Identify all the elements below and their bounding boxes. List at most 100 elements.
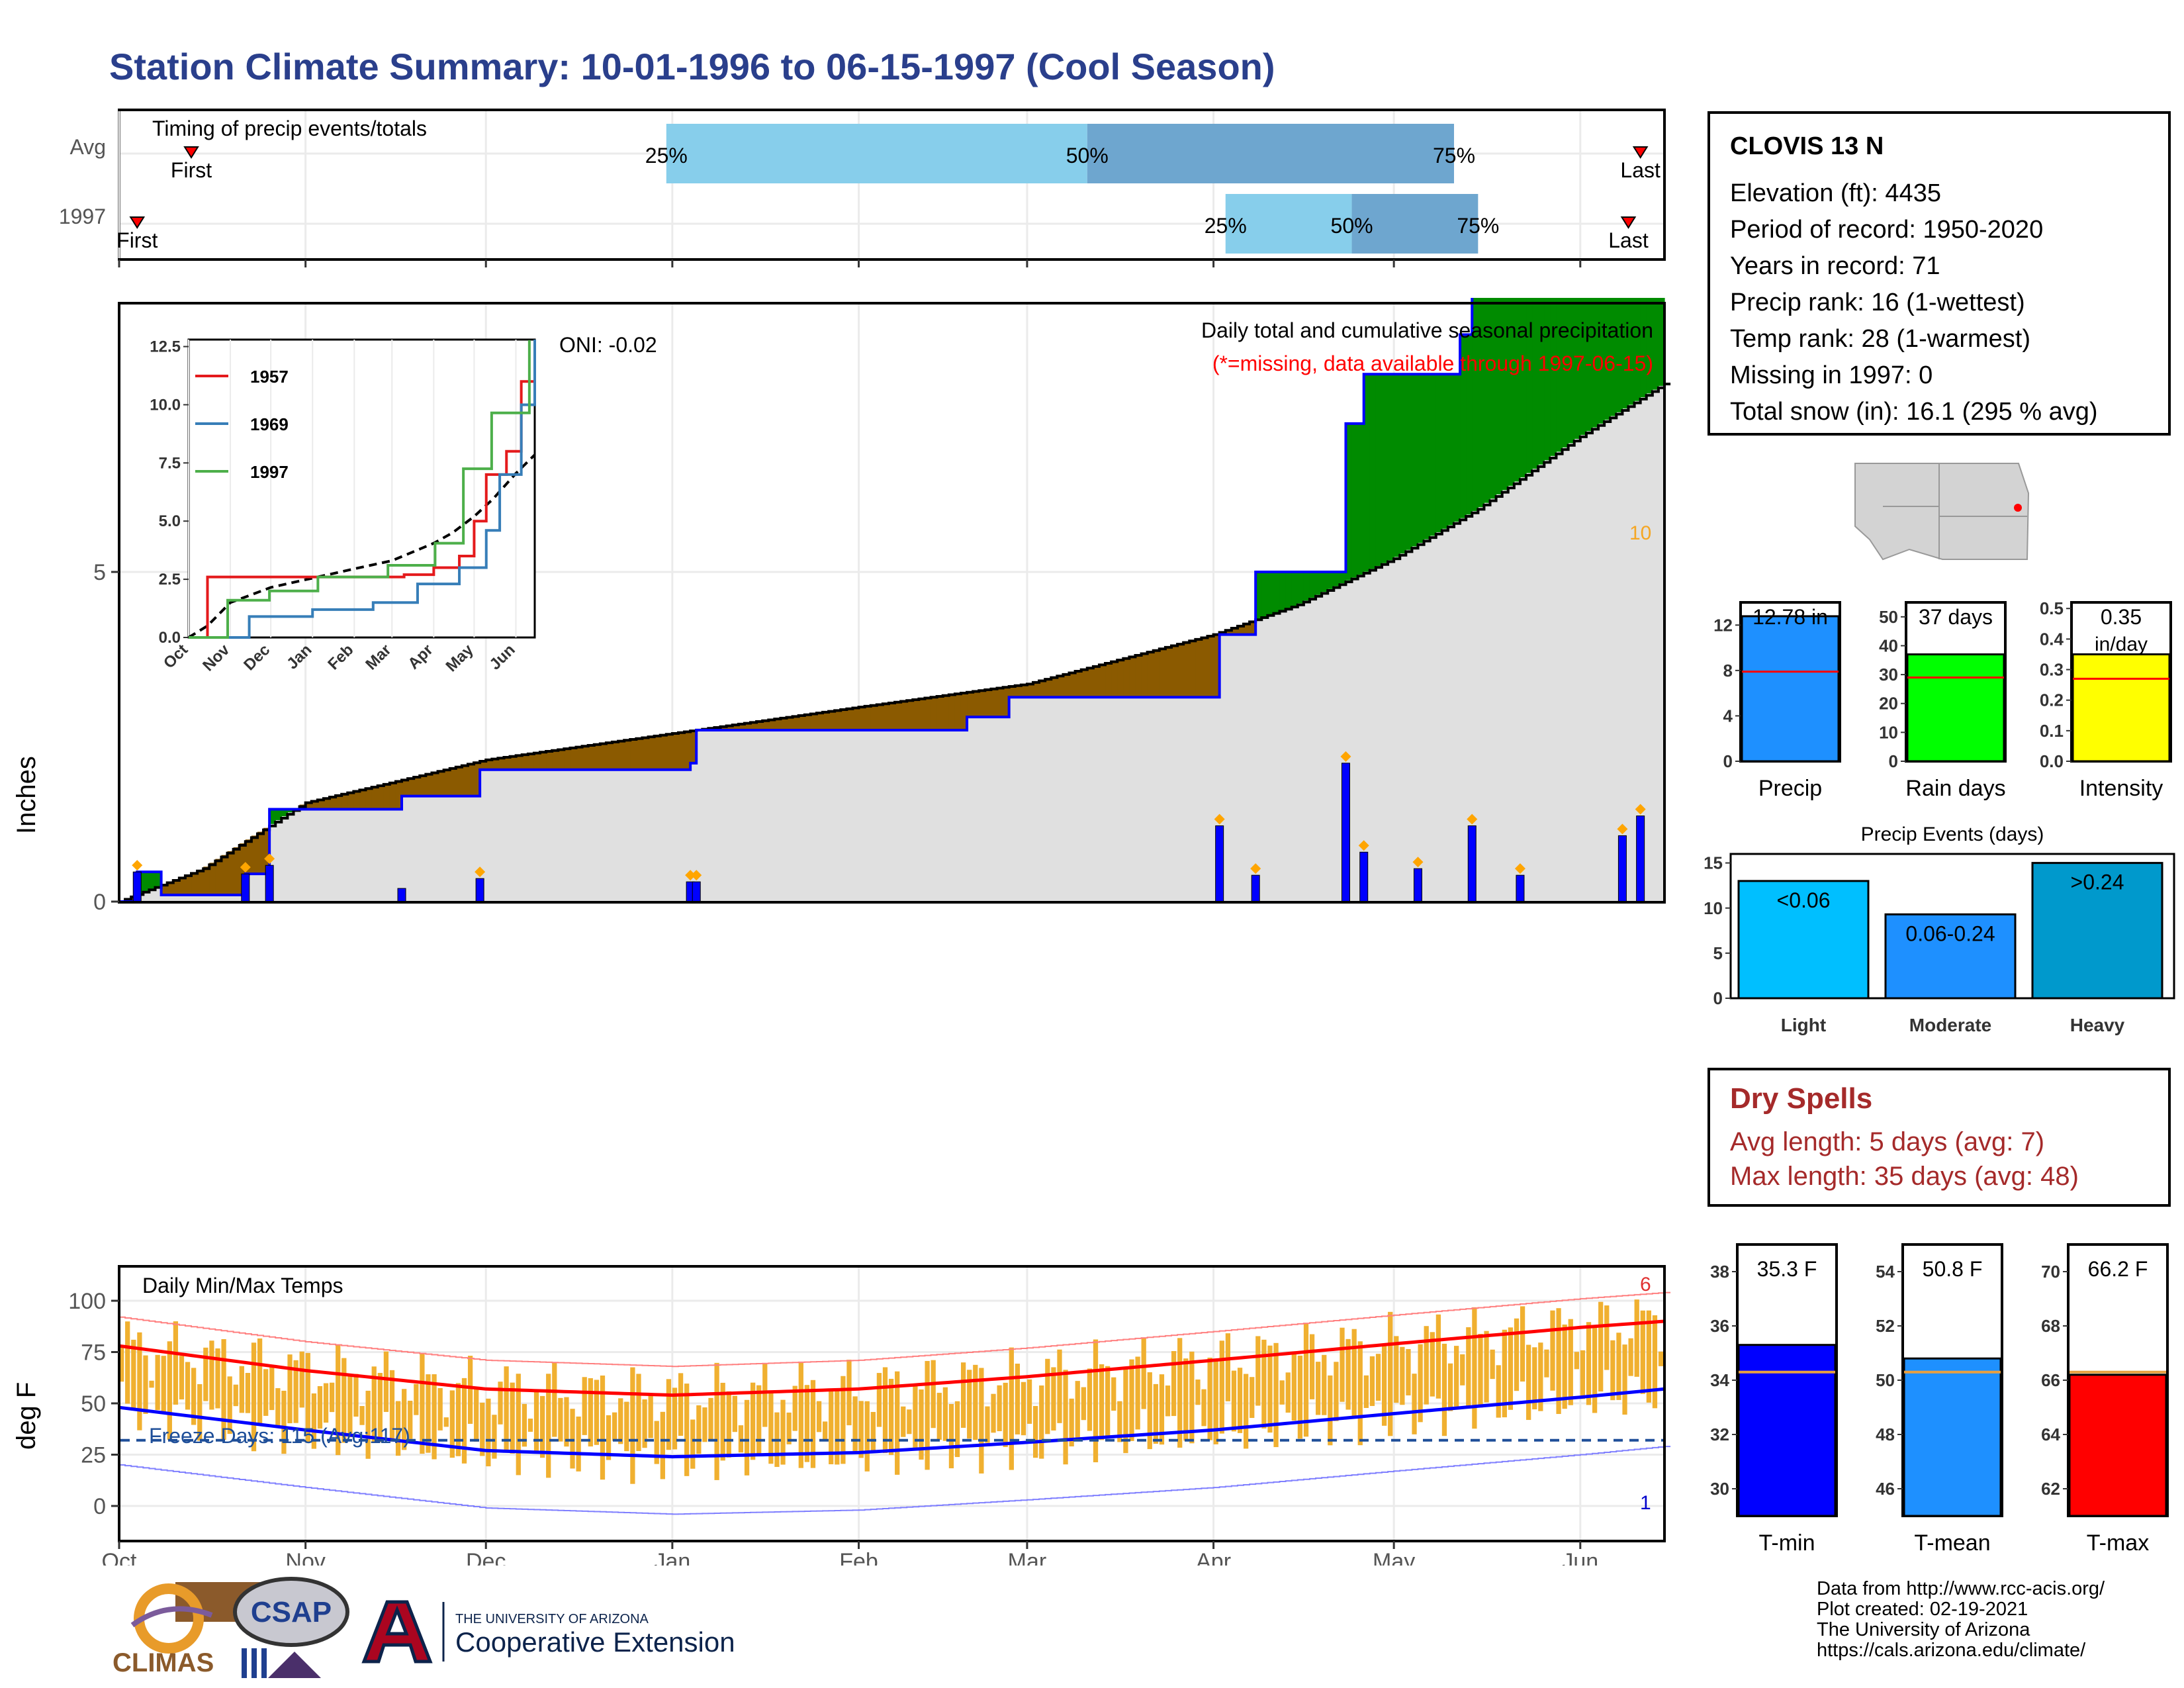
rain-days-summary-ytick-label: 0: [1889, 751, 1898, 771]
deficit-area: [233, 847, 240, 896]
daily-precip-bar: [132, 871, 142, 902]
daily-temp-bar: [1340, 1327, 1345, 1402]
daily-temp-bar: [829, 1390, 834, 1464]
daily-temp-bar: [1502, 1329, 1507, 1418]
daily-temp-bar: [858, 1401, 864, 1458]
deficit-area: [642, 737, 649, 770]
daily-temp-bar: [539, 1395, 545, 1458]
daily-temp-bar: [1472, 1307, 1477, 1429]
surplus-area: [1514, 298, 1521, 482]
daily-temp-bar: [257, 1338, 263, 1426]
deficit-area: [835, 710, 841, 731]
deficit-area: [1039, 680, 1046, 698]
deficit-area: [829, 710, 835, 731]
daily-temp-bar: [1099, 1364, 1105, 1440]
deficit-area: [161, 884, 168, 896]
daily-temp-bar: [1033, 1405, 1038, 1458]
surplus-area: [1652, 298, 1659, 390]
daily-temp-bar: [558, 1397, 563, 1442]
inset-series-line: [189, 340, 531, 639]
deficit-area: [1099, 664, 1106, 698]
deficit-area: [1009, 686, 1016, 698]
daily-temp-bar: [919, 1389, 924, 1460]
deficit-area: [690, 730, 697, 763]
daily-temp-bar: [1622, 1344, 1627, 1415]
surplus-area: [1592, 298, 1599, 428]
daily-temp-bar: [1604, 1305, 1610, 1370]
temp-summary-ytick-label: 54: [1876, 1262, 1895, 1282]
temp-summary-ytick-label: 46: [1876, 1479, 1895, 1499]
deficit-area: [329, 796, 336, 810]
deficit-area: [492, 758, 498, 770]
deficit-area: [510, 756, 517, 770]
daily-temp-bar: [125, 1321, 130, 1404]
deficit-area: [720, 726, 727, 731]
daily-temp-bar: [720, 1382, 725, 1461]
temp-summary-bar: [1737, 1344, 1837, 1517]
precip-events-bar-label: 0.06-0.24: [1905, 921, 1995, 945]
daily-temp-bar: [744, 1399, 750, 1476]
precip-events-ytick-label: 0: [1713, 988, 1723, 1008]
temp-xtick-label: Oct: [102, 1549, 137, 1566]
temp-summary-ytick-label: 38: [1710, 1262, 1729, 1282]
daily-temp-bar: [1231, 1370, 1237, 1432]
deficit-area: [546, 751, 553, 770]
daily-temp-bar: [299, 1351, 304, 1408]
deficit-area: [504, 757, 511, 770]
daily-precip-diamond: [691, 870, 702, 881]
deficit-area: [1135, 654, 1142, 698]
deficit-area: [371, 786, 379, 810]
temp-summary-label: T-mean: [1914, 1530, 1990, 1556]
daily-temp-bar: [1496, 1365, 1501, 1418]
temp-summary-value-label: 35.3 F: [1757, 1257, 1817, 1281]
timing-pct-25: 25%: [1205, 214, 1247, 238]
daily-temp-bar: [1075, 1381, 1080, 1438]
deficit-area: [516, 755, 523, 770]
daily-temp-bar: [1039, 1385, 1044, 1459]
csap-text: CSAP: [251, 1596, 332, 1628]
daily-temp-bar: [714, 1362, 719, 1480]
daily-precip-diamond: [132, 860, 143, 871]
temp-summary-label: T-min: [1759, 1530, 1815, 1556]
daily-temp-bar: [852, 1396, 858, 1452]
intensity-summary-label: Intensity: [2079, 776, 2163, 801]
daily-precip-bar: [1516, 874, 1525, 902]
deficit-area: [1069, 672, 1076, 698]
daily-temp-bar: [1159, 1374, 1165, 1445]
daily-temp-bar: [1418, 1344, 1423, 1423]
intensity-summary-ytick-label: 0.5: [2040, 598, 2064, 618]
temp-summary-bar: [2068, 1374, 2167, 1517]
climas-text: CLIMAS: [113, 1648, 214, 1677]
daily-temp-bar: [762, 1363, 768, 1427]
daily-temp-bar: [792, 1385, 797, 1431]
temp-ytick-label: 0: [93, 1494, 106, 1519]
daily-temp-bar: [732, 1395, 737, 1432]
precip-events-category: Heavy: [2070, 1015, 2125, 1035]
dry-spells-title: Dry Spells: [1730, 1082, 1873, 1115]
daily-temp-bar: [768, 1390, 774, 1464]
daily-precip-bar: [1215, 825, 1224, 902]
daily-precip-bar: [1251, 874, 1260, 902]
deficit-area: [666, 733, 673, 770]
temp-summary-bar: [1903, 1357, 2002, 1517]
surplus-area: [1351, 423, 1359, 578]
station-missing: Missing in 1997: 0: [1730, 361, 1933, 389]
daily-temp-bar: [1532, 1347, 1537, 1410]
temp-summary-ytick-label: 30: [1710, 1479, 1729, 1499]
daily-precip-bar: [397, 888, 406, 902]
daily-temp-bar: [1658, 1351, 1664, 1366]
daily-temp-bar: [185, 1362, 191, 1410]
deficit-area: [1051, 677, 1058, 698]
deficit-area: [455, 766, 463, 796]
deficit-area: [185, 874, 192, 896]
deficit-area: [913, 699, 919, 731]
surplus-area: [1400, 374, 1406, 554]
daily-temp-bar: [1141, 1338, 1146, 1409]
daily-temp-bar: [341, 1358, 347, 1443]
daily-temp-bar: [209, 1340, 214, 1410]
surplus-area: [1363, 374, 1371, 572]
daily-temp-bar: [864, 1401, 870, 1472]
daily-temp-bar: [1424, 1326, 1429, 1405]
deficit-area: [389, 782, 396, 810]
daily-temp-bar: [426, 1374, 431, 1453]
